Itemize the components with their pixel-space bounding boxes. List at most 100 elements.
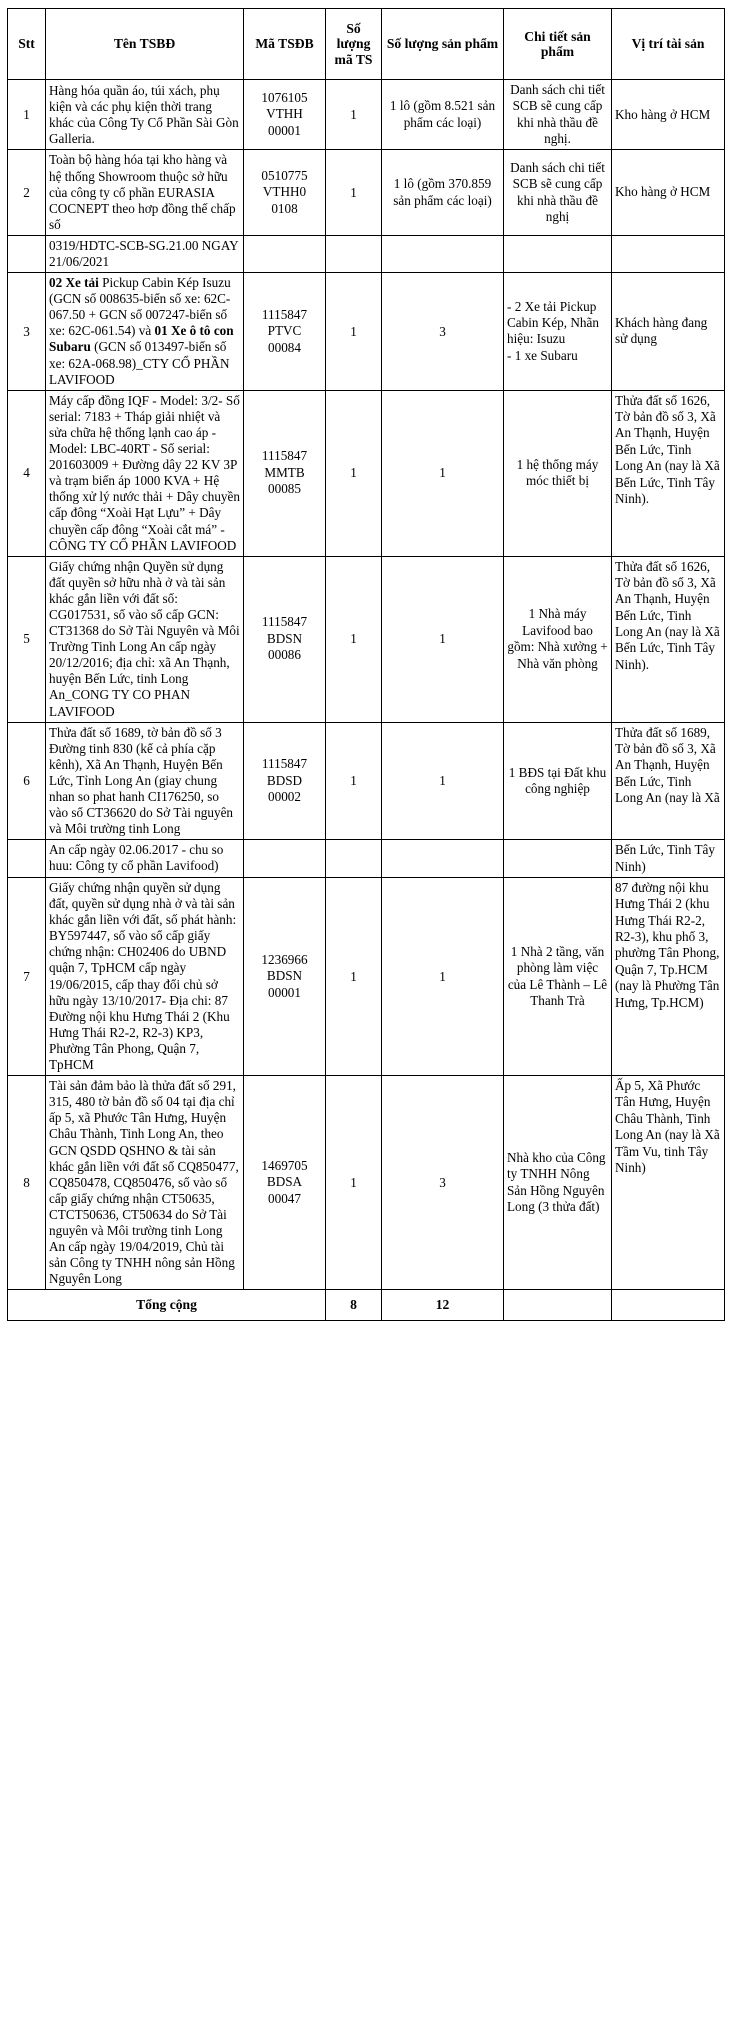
total-location-empty (611, 1289, 725, 1322)
asset-name-emphasis: 01 Xe ô tô con Subaru (49, 323, 234, 355)
cell-asset-name: Toàn bộ hàng hóa tại kho hàng và hệ thốn… (45, 149, 244, 236)
cell-quantity-code: 1 (325, 1075, 382, 1291)
cell-asset-location: Thửa đất số 1626, Tờ bản đồ số 3, Xã An … (611, 389, 725, 557)
cell-stt: 8 (7, 1075, 46, 1291)
cell-product-detail: Danh sách chi tiết SCB sẽ cung cấp khi n… (503, 149, 612, 236)
cell-asset-location: Thửa đất số 1689, Tờ bản đồ số 3, Xã An … (611, 721, 725, 841)
cell-asset-code: 1469705 BDSA 00047 (243, 1075, 326, 1291)
cell-stt: 5 (7, 555, 46, 723)
cell-asset-code: 1115847 BDSN 00086 (243, 555, 326, 723)
table-footer: Tổng cộng 8 12 (7, 1289, 725, 1322)
column-header-asset-code: Mã TSĐB (243, 8, 326, 80)
cell-asset-code: 1076105 VTHH 00001 (243, 78, 326, 151)
table-row: 4 Máy cấp đồng IQF - Model: 3/2- Số seria… (7, 389, 725, 557)
cell-asset-name: Tài sản đảm bảo là thửa đất số 291, 315,… (45, 1075, 244, 1291)
cell-asset-name: 0319/HDTC-SCB-SG.21.00 NGAY 21/06/2021 (45, 234, 244, 274)
table-row: 8 Tài sản đảm bảo là thửa đất số 291, 315… (7, 1075, 725, 1291)
cell-stt: 6 (7, 721, 46, 841)
asset-name-text: Pickup Cabin Kép Isuzu (GCN số 008635-bi… (49, 275, 231, 339)
cell-quantity-product: 1 (381, 876, 504, 1077)
total-row: Tổng cộng 8 12 (7, 1289, 725, 1322)
table-row: 2 Toàn bộ hàng hóa tại kho hàng và hệ thố… (7, 149, 725, 236)
cell-asset-location: Kho hàng ở HCM (611, 78, 725, 151)
cell-quantity-product: 3 (381, 1075, 504, 1291)
cell-quantity-code (325, 234, 382, 274)
cell-asset-location: Kho hàng ở HCM (611, 149, 725, 236)
asset-name-text: (GCN số 013497-biển số xe: 62A-068.98)_C… (49, 339, 230, 387)
table-row: 6 Thửa đất số 1689, tờ bản đồ số 3 Đường … (7, 721, 725, 841)
secured-assets-table: Stt Tên TSBĐ Mã TSĐB Số lượng mã TS Số l… (7, 8, 725, 1322)
cell-product-detail: 1 Nhà 2 tầng, văn phòng làm việc của Lê … (503, 876, 612, 1077)
cell-quantity-product: 1 lô (gồm 370.859 sản phẩm các loại) (381, 149, 504, 236)
cell-product-detail: 1 Nhà máy Lavifood bao gồm: Nhà xưởng + … (503, 555, 612, 723)
cell-asset-location: Thửa đất số 1626, Tờ bản đồ số 3, Xã An … (611, 555, 725, 723)
total-detail-empty (503, 1289, 612, 1322)
cell-product-detail: Danh sách chi tiết SCB sẽ cung cấp khi n… (503, 78, 612, 151)
table-row: 7 Giấy chứng nhận quyền sử dụng đất, quyề… (7, 876, 725, 1077)
total-quantity-product: 12 (381, 1289, 504, 1322)
cell-quantity-product: 3 (381, 272, 504, 391)
cell-asset-location: Khách hàng đang sử dụng (611, 272, 725, 391)
table-row: An cấp ngày 02.06.2017 - chu so huu: Côn… (7, 839, 725, 878)
cell-stt: 3 (7, 272, 46, 391)
table-row: 1 Hàng hóa quần áo, túi xách, phụ kiện và… (7, 78, 725, 151)
cell-quantity-product: 1 lô (gồm 8.521 sản phẩm các loại) (381, 78, 504, 151)
cell-product-detail: 1 BĐS tại Đất khu công nghiệp (503, 721, 612, 841)
column-header-quantity-product: Số lượng sản phẩm (381, 8, 504, 80)
cell-asset-name: Thửa đất số 1689, tờ bản đồ số 3 Đường t… (45, 721, 244, 841)
cell-asset-name: Máy cấp đồng IQF - Model: 3/2- Số serial… (45, 389, 244, 557)
cell-stt (7, 234, 46, 274)
cell-quantity-code: 1 (325, 78, 382, 151)
cell-stt: 1 (7, 78, 46, 151)
cell-product-detail (503, 839, 612, 878)
cell-asset-location: Bến Lức, Tinh Tây Ninh) (611, 839, 725, 878)
cell-quantity-code: 1 (325, 389, 382, 557)
cell-asset-code: 0510775 VTHH0 0108 (243, 149, 326, 236)
cell-stt: 7 (7, 876, 46, 1077)
table-row: 0319/HDTC-SCB-SG.21.00 NGAY 21/06/2021 (7, 234, 725, 274)
column-header-stt: Stt (7, 8, 46, 80)
cell-product-detail: - 2 Xe tải Pickup Cabin Kép, Nhãn hiệu: … (503, 272, 612, 391)
cell-quantity-product: 1 (381, 555, 504, 723)
cell-product-detail: 1 hệ thống máy móc thiết bị (503, 389, 612, 557)
cell-asset-name: Giấy chứng nhận Quyền sử dụng đất quyền … (45, 555, 244, 723)
cell-asset-name: Hàng hóa quần áo, túi xách, phụ kiện và … (45, 78, 244, 151)
column-header-asset-name: Tên TSBĐ (45, 8, 244, 80)
total-quantity-code: 8 (325, 1289, 382, 1322)
cell-quantity-code: 1 (325, 876, 382, 1077)
cell-asset-code: 1115847 MMTB 00085 (243, 389, 326, 557)
cell-quantity-code: 1 (325, 272, 382, 391)
column-header-quantity-code: Số lượng mã TS (325, 8, 382, 80)
table-header-row: Stt Tên TSBĐ Mã TSĐB Số lượng mã TS Số l… (7, 8, 725, 80)
column-header-product-detail: Chi tiết sản phẩm (503, 8, 612, 80)
cell-quantity-code (325, 839, 382, 878)
column-header-asset-location: Vị trí tài sản (611, 8, 725, 80)
cell-product-detail (503, 234, 612, 274)
table-row: 3 02 Xe tải Pickup Cabin Kép Isuzu (GCN s… (7, 272, 725, 391)
cell-asset-code: 1236966 BDSN 00001 (243, 876, 326, 1077)
table-header: Stt Tên TSBĐ Mã TSĐB Số lượng mã TS Số l… (7, 8, 725, 80)
cell-asset-code (243, 839, 326, 878)
asset-name-emphasis: 02 Xe tải (49, 275, 103, 291)
cell-quantity-product (381, 234, 504, 274)
cell-quantity-code: 1 (325, 555, 382, 723)
cell-asset-name: Giấy chứng nhận quyền sử dụng đất, quyền… (45, 876, 244, 1077)
cell-quantity-product (381, 839, 504, 878)
cell-quantity-code: 1 (325, 149, 382, 236)
cell-asset-location: 87 đường nội khu Hưng Thái 2 (khu Hưng T… (611, 876, 725, 1077)
cell-asset-name: 02 Xe tải Pickup Cabin Kép Isuzu (GCN số… (45, 272, 244, 391)
total-label: Tổng cộng (7, 1289, 326, 1322)
cell-asset-code: 1115847 PTVC 00084 (243, 272, 326, 391)
table-body: 1 Hàng hóa quần áo, túi xách, phụ kiện và… (7, 78, 725, 1291)
cell-asset-code (243, 234, 326, 274)
cell-asset-name: An cấp ngày 02.06.2017 - chu so huu: Côn… (45, 839, 244, 878)
cell-stt (7, 839, 46, 878)
cell-quantity-product: 1 (381, 721, 504, 841)
cell-asset-location: Ấp 5, Xã Phước Tân Hưng, Huyện Châu Thàn… (611, 1075, 725, 1291)
cell-stt: 2 (7, 149, 46, 236)
cell-stt: 4 (7, 389, 46, 557)
cell-quantity-product: 1 (381, 389, 504, 557)
cell-product-detail: Nhà kho của Công ty TNHH Nông Sản Hồng N… (503, 1075, 612, 1291)
table-row: 5 Giấy chứng nhận Quyền sử dụng đất quyền… (7, 555, 725, 723)
